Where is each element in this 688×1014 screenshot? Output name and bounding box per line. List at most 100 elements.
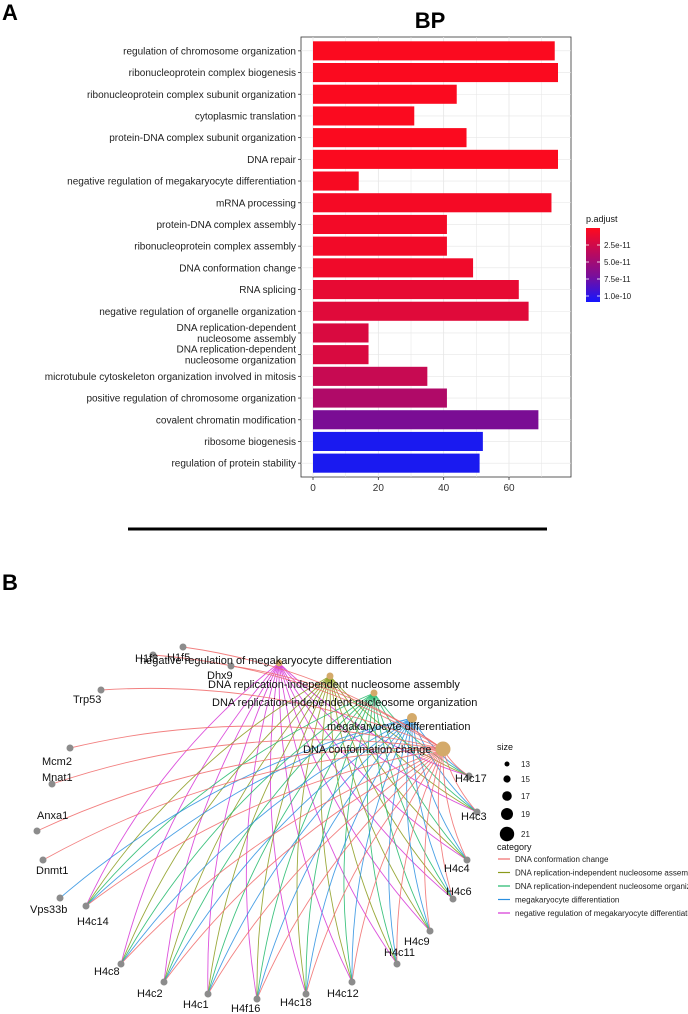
term-label-megakaryocyte-differentiation: megakaryocyte differentiation — [327, 721, 471, 733]
edge-negative-regulation-of-megakaryocyte-differentiation-h4c6 — [278, 662, 454, 900]
x-tick-label: 20 — [373, 483, 385, 494]
category-legend-title: category — [497, 842, 532, 852]
edge-dna-replication-independent-nucleosome-assembly-h4c4 — [329, 675, 468, 861]
size-legend: 13 15 17 19 21 — [499, 760, 530, 842]
edge-dna-conformation-change-h4c18 — [305, 748, 444, 995]
edge-negative-regulation-of-megakaryocyte-differentiation-h4c2 — [163, 662, 280, 983]
edge-dna-replication-independent-nucleosome-assembly-h4c14 — [85, 675, 331, 907]
edge-megakaryocyte-differentiation-h4f16 — [256, 717, 413, 1000]
bar-ribosome-biogenesis — [313, 431, 483, 451]
edge-dna-replication-independent-nucleosome-assembly-h4c1 — [207, 675, 331, 995]
edge-dna-conformation-change-h4c11 — [396, 748, 444, 965]
category-label: DNA replication-dependent — [176, 323, 296, 334]
category-label: DNA conformation change — [179, 263, 296, 274]
gene-label-h4f16: H4f16 — [231, 1003, 260, 1014]
term-node-negative-regulation-of-megakaryocyte-differentiation — [275, 659, 283, 667]
gene-label-mcm2: Mcm2 — [42, 756, 72, 768]
panel-b-letter: B — [2, 570, 18, 595]
gene-node-h4c17 — [465, 772, 473, 780]
size-legend-label: 13 — [521, 760, 530, 769]
edge-megakaryocyte-differentiation-h4c3 — [411, 717, 478, 813]
gene-node-trp53 — [97, 686, 105, 694]
category-legend-label: negative regulation of megakaryocyte dif… — [515, 909, 688, 918]
category-label: DNA repair — [247, 155, 297, 166]
network-labels: Dhx9 H1f5 H1f3 Trp53 Mcm2 Mnat1 Anxa1 Dnmt1 Vps3… — [30, 652, 487, 1014]
bar-dna-repair — [313, 149, 558, 169]
legend-label: 1.0e-10 — [604, 292, 632, 301]
gene-label-anxa1: Anxa1 — [37, 810, 68, 822]
edge-dna-replication-independent-nucleosome-organization-h4c6 — [373, 692, 454, 900]
chart-title: BP — [415, 8, 446, 33]
edge-dna-conformation-change-anxa1 — [36, 747, 444, 832]
gene-label-h4c1: H4c1 — [183, 999, 209, 1011]
bar-ribonucleoprotein-complex-biogenesis — [313, 63, 558, 83]
bar-dna-replication-dependent-nucleosome-assembly — [313, 323, 369, 343]
legend-colorbar — [586, 228, 600, 302]
gene-node-h4c6 — [449, 895, 457, 903]
edge-negative-regulation-of-megakaryocyte-differentiation-h4c18 — [269, 662, 307, 995]
gene-node-h4f16 — [253, 995, 261, 1003]
edge-megakaryocyte-differentiation-h4c4 — [411, 717, 468, 861]
bars — [298, 41, 558, 473]
category-label: ribonucleoprotein complex biogenesis — [129, 68, 296, 79]
bar-negative-regulation-of-organelle-organization — [313, 301, 529, 321]
category-label: RNA splicing — [239, 285, 296, 296]
term-node-dna-replication-independent-nucleosome-assembly — [326, 672, 334, 680]
gene-node-vps33b — [56, 894, 64, 902]
edge-dna-replication-independent-nucleosome-organization-h4c14 — [85, 692, 375, 907]
term-label-negative-regulation-of-megakaryocyte-differentiation: negative regulation of megakaryocyte dif… — [140, 655, 392, 667]
category-label: cytoplasmic translation — [195, 111, 296, 122]
edge-dna-replication-independent-nucleosome-organization-h4c18 — [305, 692, 375, 995]
bar-positive-regulation-of-chromosome-organization — [313, 388, 447, 408]
gene-node-h4c14 — [82, 902, 90, 910]
legend-title: p.adjust — [586, 214, 618, 224]
gene-label-mnat1: Mnat1 — [42, 772, 73, 784]
edge-megakaryocyte-differentiation-h4c8 — [120, 717, 413, 965]
category-label: mRNA processing — [216, 198, 296, 209]
edge-negative-regulation-of-megakaryocyte-differentiation-h4c14 — [85, 662, 280, 907]
legend-ticks: 2.5e-11 5.0e-11 7.5e-11 1.0e-10 — [586, 241, 632, 301]
edge-dna-conformation-change-h4c6 — [437, 748, 454, 900]
category-label: microtubule cytoskeleton organization in… — [45, 372, 296, 383]
size-legend-dot — [503, 775, 511, 783]
gene-node-h4c9 — [426, 927, 434, 935]
edge-negative-regulation-of-megakaryocyte-differentiation-h4c17 — [278, 662, 470, 777]
edge-dna-replication-independent-nucleosome-organization-h4c11 — [366, 692, 398, 965]
gene-label-h4c14: H4c14 — [77, 916, 109, 928]
category-legend-label: DNA replication-independent nucleosome a… — [515, 869, 688, 878]
gene-node-h4c12 — [348, 978, 356, 986]
edge-dna-conformation-change-mnat1 — [51, 739, 444, 785]
gene-label-trp53: Trp53 — [73, 694, 101, 706]
gene-node-h1f5 — [179, 643, 187, 651]
gene-node-dnmt1 — [39, 856, 47, 864]
edge-dna-replication-independent-nucleosome-organization-h4c8 — [120, 692, 375, 965]
edge-negative-regulation-of-megakaryocyte-differentiation-h4c11 — [278, 662, 398, 965]
network-nodes — [33, 643, 481, 1003]
gene-label-h4c2: H4c2 — [137, 988, 163, 1000]
category-label: ribonucleoprotein complex subunit organi… — [87, 90, 296, 101]
gene-label-h1f5: H1f5 — [167, 652, 190, 664]
edge-dna-conformation-change-trp53 — [100, 687, 444, 750]
gene-node-h4c1 — [204, 990, 212, 998]
size-legend-label: 19 — [521, 810, 530, 819]
bar-regulation-of-chromosome-organization — [313, 41, 555, 61]
bar-covalent-chromatin-modification — [313, 410, 539, 430]
edge-megakaryocyte-differentiation-h4c12 — [351, 717, 413, 983]
gene-label-h4c8: H4c8 — [94, 966, 120, 978]
x-ticks: 0 20 40 60 — [310, 477, 515, 494]
panel-a-letter: A — [2, 0, 18, 25]
size-legend-label: 15 — [521, 775, 530, 784]
bar-dna-replication-dependent-nucleosome-organization — [313, 345, 369, 365]
edge-dna-conformation-change-h4c9 — [424, 748, 444, 932]
category-label: nucleosome organization — [185, 356, 296, 367]
edge-dna-conformation-change-h4c4 — [442, 748, 468, 861]
legend-label: 7.5e-11 — [604, 275, 631, 284]
edge-dna-conformation-change-mcm2 — [69, 725, 444, 750]
gene-label-h1f3: H1f3 — [135, 653, 158, 665]
edge-dna-replication-independent-nucleosome-organization-h4c9 — [373, 692, 431, 932]
edge-negative-regulation-of-megakaryocyte-differentiation-h4c1 — [207, 662, 280, 995]
edge-negative-regulation-of-megakaryocyte-differentiation-h4c4 — [278, 662, 468, 861]
network-edges — [36, 646, 478, 1000]
category-legend: DNA conformation change DNA replication-i… — [498, 855, 688, 918]
